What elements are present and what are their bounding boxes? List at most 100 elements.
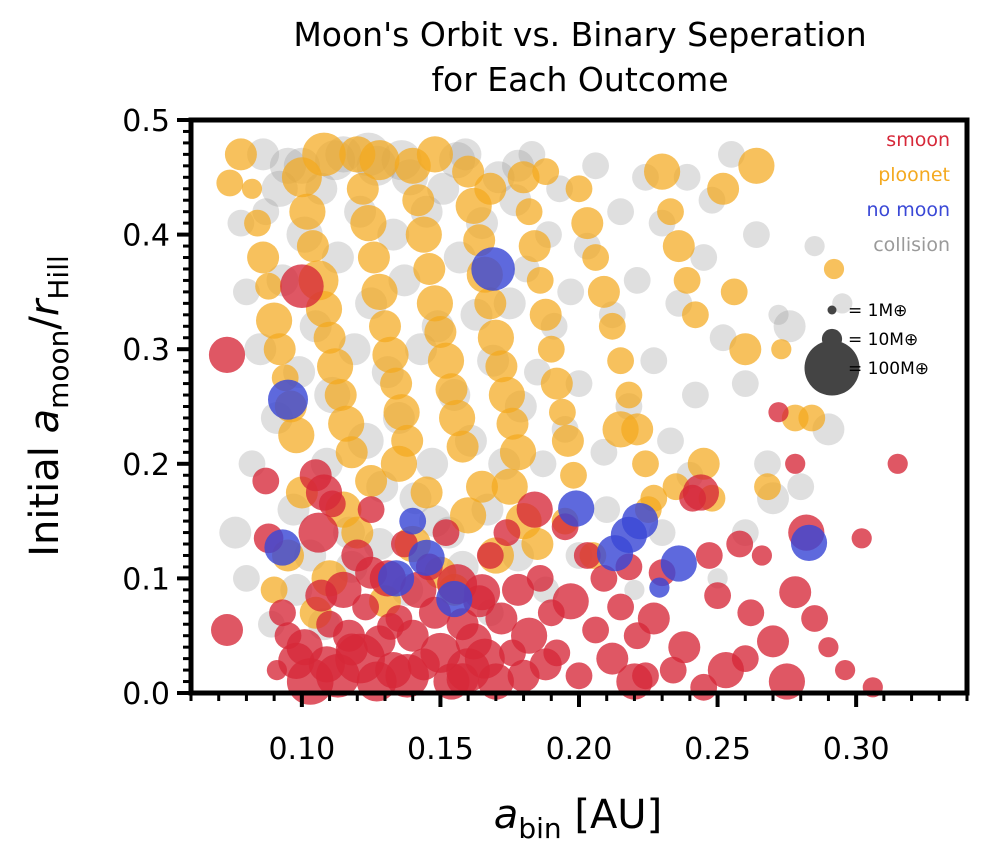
point-ploonet [224,138,257,171]
points-layer [208,132,908,705]
size-legend-marker [827,305,837,315]
point-ploonet [598,312,626,340]
point-ploonet [296,230,329,263]
point-collision [743,221,770,249]
point-ploonet [738,147,775,184]
point-ploonet [602,411,639,448]
y-axis-label-main: a [22,409,68,434]
point-ploonet [754,473,781,501]
point-ploonet [452,155,485,188]
point-smoon [607,593,634,621]
point-no-moon [790,524,828,562]
point-smoon [779,576,812,609]
point-smoon [565,662,593,690]
point-ploonet [507,161,540,194]
point-smoon [573,542,601,569]
point-ploonet [241,178,263,199]
point-smoon [726,530,754,558]
point-smoon [668,631,701,664]
point-ploonet [729,333,762,366]
point-ploonet [515,198,543,226]
point-ploonet [521,528,554,560]
y-axis-label-sub: moon [42,330,75,409]
point-ploonet [496,407,529,440]
point-collision [565,370,593,397]
point-smoon [516,491,553,528]
point-ploonet [798,404,826,432]
point-ploonet [560,461,587,489]
point-smoon [704,582,731,609]
point-collision [731,370,759,397]
point-ploonet [313,321,346,354]
point-smoon [552,583,589,620]
point-smoon [731,645,759,672]
size-legend-label: = 100M⊕ [848,359,929,379]
point-collision [804,236,825,257]
y-axis-label: Initial amoon/rHill [22,255,75,557]
point-smoon [851,528,872,549]
point-ploonet [537,335,565,363]
point-ploonet [720,278,748,306]
point-collision [233,278,260,306]
point-smoon [659,656,687,684]
point-collision [416,447,449,480]
x-tick-label: 0.15 [407,732,474,767]
point-smoon [582,616,609,644]
point-ploonet [565,175,593,203]
point-ploonet [687,447,720,480]
point-smoon [768,402,789,423]
point-ploonet [466,470,498,503]
point-ploonet [216,169,244,197]
point-no-moon [408,539,445,576]
y-tick-label: 0.3 [122,333,170,368]
y-axis-label-sep: / [22,316,68,330]
point-smoon [432,519,460,546]
point-ploonet [416,285,453,322]
point-no-moon [378,560,415,597]
point-smoon [335,633,368,666]
point-collision [624,579,645,601]
point-collision [773,310,806,343]
point-ploonet [540,367,573,400]
point-ploonet [410,476,443,509]
x-tick-label: 0.30 [823,732,890,767]
point-collision [280,573,313,606]
point-smoon [887,453,908,474]
size-legend-marker [804,340,860,396]
point-smoon [396,619,429,652]
point-ploonet [380,445,417,482]
point-collision [673,163,701,191]
point-smoon [757,625,789,658]
point-smoon [476,542,504,569]
point-smoon [543,639,571,667]
point-ploonet [435,373,468,406]
point-collision [247,138,280,171]
point-ploonet [289,193,326,230]
point-ploonet [255,272,282,300]
size-legend-label: = 10M⊕ [848,330,918,350]
point-collision [593,496,621,523]
point-smoon [357,496,385,523]
point-no-moon [399,507,427,535]
point-ploonet [771,339,792,360]
point-ploonet [823,258,845,280]
point-collision [709,324,737,352]
point-ploonet [549,398,576,426]
point-ploonet [673,267,701,294]
point-collision [832,293,853,314]
point-ploonet [256,302,293,339]
point-collision [427,172,460,205]
legend-label-ploonet: ploonet [878,164,950,186]
legend-label-collision: collision [873,234,950,256]
point-ploonet [551,424,584,457]
point-no-moon [268,379,308,420]
point-ploonet [662,230,695,263]
point-no-moon [649,577,670,598]
point-no-moon [471,247,515,291]
point-ploonet [532,158,560,186]
point-ploonet [488,376,525,414]
point-collision [787,473,815,501]
point-ploonet [335,436,368,469]
point-ploonet [263,333,296,366]
